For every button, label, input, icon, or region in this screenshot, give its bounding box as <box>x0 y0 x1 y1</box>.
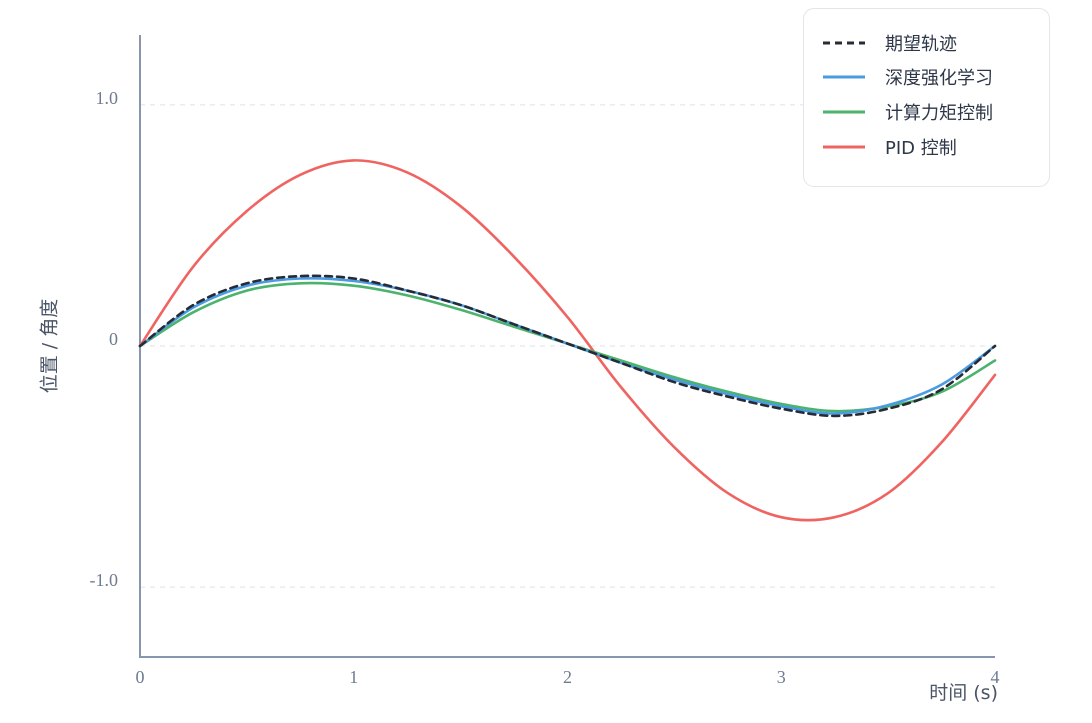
x-tick-label: 2 <box>563 667 572 687</box>
x-tick-label: 0 <box>136 667 145 687</box>
x-tick-label: 4 <box>991 667 1000 687</box>
legend-sample-line <box>823 110 865 114</box>
legend-label: 期望轨迹 <box>885 34 957 55</box>
legend-label: PID 控制 <box>885 138 957 159</box>
y-axis-title: 位置 / 角度 <box>38 298 61 394</box>
legend-item-deep-rl: 深度强化学习 <box>822 65 993 89</box>
legend-sample-line <box>823 75 865 79</box>
legend-item-computed-torque: 计算力矩控制 <box>822 100 993 124</box>
legend-item-desired-trajectory: 期望轨迹 <box>822 31 957 55</box>
legend-sample-line <box>823 145 865 149</box>
deep-rl-line <box>138 276 997 415</box>
x-tick-label: 1 <box>349 667 358 687</box>
legend-label: 深度强化学习 <box>885 68 993 89</box>
legend-sample-line <box>823 41 865 45</box>
x-axis-title: 时间 (s) <box>929 682 998 704</box>
legend: 期望轨迹 深度强化学习 计算力矩控制 PID 控制 <box>803 8 1050 187</box>
series-lines <box>138 159 997 522</box>
computed-torque-line <box>138 281 997 413</box>
legend-item-pid: PID 控制 <box>822 135 957 159</box>
y-tick-label: 1.0 <box>96 88 119 108</box>
x-tick-label: 3 <box>777 667 786 687</box>
legend-label: 计算力矩控制 <box>885 103 993 124</box>
tick-labels: 1.0 0 -1.0 0 1 2 3 4 <box>90 88 1000 687</box>
y-tick-label: -1.0 <box>90 570 119 590</box>
pid-line <box>138 159 997 522</box>
y-tick-label: 0 <box>109 329 118 349</box>
desired-trajectory-line <box>138 274 997 418</box>
